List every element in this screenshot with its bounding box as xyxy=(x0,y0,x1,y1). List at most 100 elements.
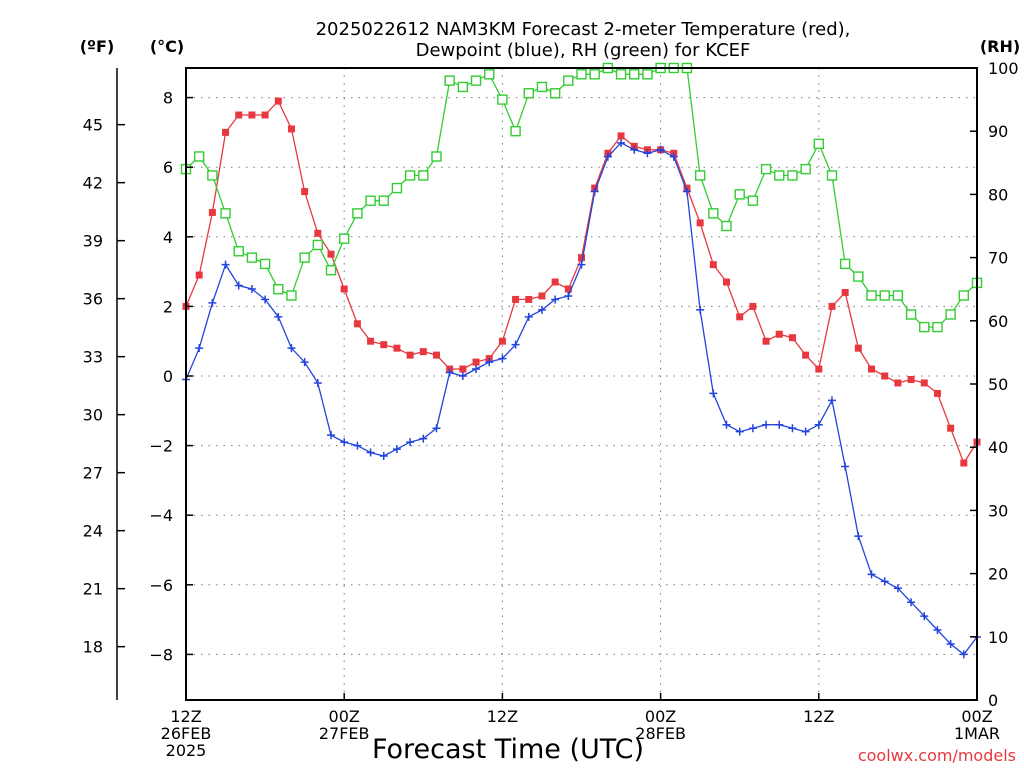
x-tick-label: 12Z xyxy=(487,707,518,726)
dewpoint-point xyxy=(234,281,243,290)
dewpoint-point xyxy=(261,295,270,304)
x-tick-label: 27FEB xyxy=(319,724,370,743)
dewpoint-point xyxy=(472,365,481,374)
x-tick-label: 00Z xyxy=(961,707,992,726)
rh-point xyxy=(404,170,416,181)
rh-point xyxy=(589,69,600,80)
watermark: coolwx.com/models xyxy=(858,746,1016,765)
rh-point xyxy=(325,265,337,276)
2-meter-temperature-point xyxy=(736,313,744,321)
2-meter-temperature-point xyxy=(578,254,585,262)
x-tick-label: 1MAR xyxy=(954,724,1000,743)
2-meter-temperature-point xyxy=(828,302,836,310)
2-meter-temperature-point xyxy=(696,219,704,227)
dewpoint-point xyxy=(511,340,520,349)
rh-point xyxy=(563,75,574,86)
dewpoint-point xyxy=(669,152,678,161)
rh-point xyxy=(391,182,403,194)
rh-tick-label: 60 xyxy=(988,312,1008,331)
2-meter-temperature-point xyxy=(512,295,520,303)
2-meter-temperature-point xyxy=(960,459,968,467)
dewpoint-point xyxy=(788,424,797,433)
rh-point xyxy=(352,208,363,219)
dewpoint-point xyxy=(327,431,336,440)
rh-point xyxy=(339,233,350,244)
rh-tick-label: 50 xyxy=(988,375,1008,394)
rh-point xyxy=(207,170,218,181)
2-meter-temperature-point xyxy=(472,358,480,366)
celsius-tick-label: 0 xyxy=(163,367,173,386)
rh-point xyxy=(774,170,785,181)
rh-point xyxy=(747,195,759,206)
grid-lines xyxy=(186,68,977,700)
rh-point xyxy=(484,69,495,80)
rh-point xyxy=(470,75,482,86)
dewpoint-point xyxy=(827,396,836,405)
celsius-axis-unit: (°C) xyxy=(150,37,184,56)
2-meter-temperature-point xyxy=(933,389,941,397)
x-tick-label: 2025 xyxy=(166,741,207,760)
rh-point xyxy=(193,151,205,162)
rh-point xyxy=(536,81,548,93)
dewpoint-point xyxy=(340,438,349,447)
rh-point xyxy=(945,309,956,320)
fahrenheit-tick-label: 42 xyxy=(83,174,103,193)
rh-point xyxy=(787,170,798,181)
rh-point xyxy=(800,163,811,175)
dewpoint-point xyxy=(195,344,204,353)
rh-point xyxy=(259,258,271,270)
2-meter-temperature-line xyxy=(185,99,978,465)
rh-point xyxy=(919,321,930,333)
rh-tick-label: 80 xyxy=(988,185,1008,204)
rh-tick-label: 90 xyxy=(988,122,1008,141)
2-meter-temperature-point xyxy=(617,132,625,140)
2-meter-temperature-point xyxy=(854,344,862,352)
fahrenheit-tick-label: 18 xyxy=(83,638,103,657)
dewpoint-point xyxy=(221,260,230,269)
rh-point xyxy=(418,170,429,181)
dewpoint-point xyxy=(959,650,968,659)
rh-tick-label: 0 xyxy=(988,691,998,710)
2-meter-temperature-point xyxy=(538,292,546,300)
fahrenheit-tick-label: 30 xyxy=(83,406,103,425)
dewpoint-point xyxy=(366,448,375,457)
dewpoint-point xyxy=(841,462,850,471)
fahrenheit-axis-unit: (ºF) xyxy=(80,37,115,56)
dewpoint-point xyxy=(432,424,441,433)
rh-point xyxy=(734,189,745,200)
dewpoint-point xyxy=(880,577,889,586)
dewpoint-point xyxy=(775,420,784,429)
dewpoint-point xyxy=(537,305,546,314)
dewpoint-point xyxy=(854,532,863,541)
dewpoint-point xyxy=(814,420,823,429)
fahrenheit-tick-label: 36 xyxy=(83,290,103,309)
rh-point xyxy=(273,284,284,295)
dewpoint-point xyxy=(867,570,876,579)
2-meter-temperature-point xyxy=(393,344,401,352)
dewpoint-point xyxy=(247,285,256,293)
rh-point xyxy=(708,208,719,219)
rh-point xyxy=(629,69,640,80)
dewpoint-point xyxy=(313,378,322,387)
2-meter-temperature-point xyxy=(327,250,335,258)
dewpoint-point xyxy=(946,639,955,648)
rh-point xyxy=(457,81,469,93)
dewpoint-point xyxy=(551,295,560,304)
rh-point xyxy=(892,290,904,301)
dewpoint-point xyxy=(590,187,599,196)
celsius-tick-label: 4 xyxy=(163,228,173,247)
2-meter-temperature-point xyxy=(432,351,440,359)
fahrenheit-tick-label: 24 xyxy=(83,522,103,541)
2-meter-temperature-point xyxy=(868,365,876,373)
rh-tick-label: 20 xyxy=(988,565,1008,584)
2-meter-temperature-point xyxy=(301,188,309,196)
x-axis-title: Forecast Time (UTC) xyxy=(372,734,644,765)
rh-point xyxy=(286,290,297,301)
2-meter-temperature-point xyxy=(947,424,955,432)
rh-point xyxy=(233,246,244,257)
fahrenheit-tick-label: 21 xyxy=(83,580,103,599)
dewpoint-point xyxy=(524,312,533,321)
celsius-tick-label: −8 xyxy=(149,645,173,664)
rh-line xyxy=(185,67,978,328)
rh-point xyxy=(299,252,310,263)
